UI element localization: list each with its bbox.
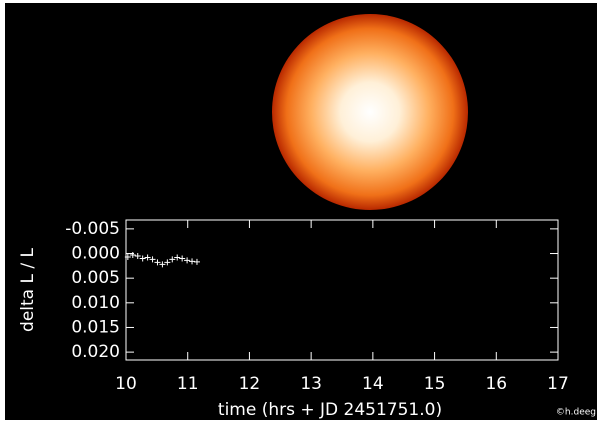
x-tick-label: 15 [424, 374, 446, 394]
x-tick-label: 12 [239, 374, 261, 394]
y-tick-label: 0.000 [71, 244, 120, 264]
star-image [272, 14, 468, 210]
credit: ©h.deeg [556, 408, 596, 418]
y-tick-label: -0.005 [65, 219, 120, 239]
x-tick-label: 13 [300, 374, 322, 394]
x-tick-label: 17 [547, 374, 569, 394]
x-tick-label: 10 [115, 374, 137, 394]
x-tick-label: 11 [177, 374, 199, 394]
x-axis-label: time (hrs + JD 2451751.0) [218, 400, 442, 420]
y-tick-label: 0.010 [71, 293, 120, 313]
y-tick-label: 0.015 [71, 317, 120, 337]
chart: time (hrs + JD 2451751.0) delta L / L ©h… [0, 0, 602, 423]
y-tick-label: 0.005 [71, 268, 120, 288]
y-axis-label: delta L / L [18, 248, 38, 332]
x-tick-label: 14 [362, 374, 384, 394]
y-tick-label: 0.020 [71, 342, 120, 362]
x-tick-label: 16 [485, 374, 507, 394]
